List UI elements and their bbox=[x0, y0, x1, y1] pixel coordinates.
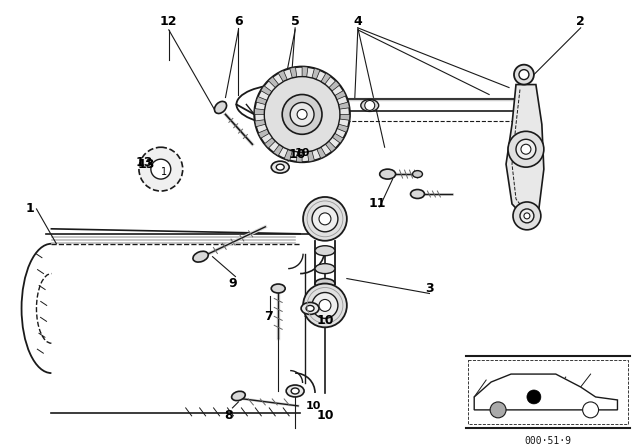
Circle shape bbox=[508, 131, 544, 167]
Circle shape bbox=[282, 95, 322, 134]
Polygon shape bbox=[474, 374, 618, 410]
Ellipse shape bbox=[291, 388, 299, 394]
Circle shape bbox=[303, 284, 347, 327]
Polygon shape bbox=[278, 70, 287, 82]
Circle shape bbox=[513, 202, 541, 230]
Circle shape bbox=[151, 159, 171, 179]
Ellipse shape bbox=[301, 302, 319, 314]
Circle shape bbox=[582, 402, 598, 418]
Polygon shape bbox=[256, 96, 267, 105]
Ellipse shape bbox=[361, 99, 379, 112]
Text: 6: 6 bbox=[234, 15, 243, 28]
Text: 8: 8 bbox=[224, 409, 233, 422]
Polygon shape bbox=[254, 108, 264, 114]
Circle shape bbox=[490, 402, 506, 418]
Polygon shape bbox=[317, 147, 326, 158]
Text: 11: 11 bbox=[369, 198, 387, 211]
Text: 10: 10 bbox=[294, 148, 310, 158]
Text: 13: 13 bbox=[135, 155, 152, 168]
Text: 10: 10 bbox=[316, 409, 333, 422]
Polygon shape bbox=[312, 68, 320, 79]
Ellipse shape bbox=[380, 169, 396, 179]
Circle shape bbox=[319, 213, 331, 225]
Circle shape bbox=[524, 213, 530, 219]
Ellipse shape bbox=[315, 279, 335, 289]
Polygon shape bbox=[258, 129, 269, 138]
Circle shape bbox=[365, 100, 374, 110]
Circle shape bbox=[520, 209, 534, 223]
Circle shape bbox=[297, 109, 307, 119]
Polygon shape bbox=[339, 102, 349, 109]
Bar bbox=[468, 360, 628, 424]
Polygon shape bbox=[290, 67, 297, 78]
Circle shape bbox=[139, 147, 182, 191]
Circle shape bbox=[319, 299, 331, 311]
Polygon shape bbox=[273, 145, 283, 156]
Circle shape bbox=[519, 69, 529, 80]
Polygon shape bbox=[325, 141, 336, 152]
Circle shape bbox=[303, 197, 347, 241]
Polygon shape bbox=[329, 81, 340, 91]
Text: 3: 3 bbox=[425, 282, 434, 295]
Polygon shape bbox=[302, 67, 308, 77]
Polygon shape bbox=[332, 134, 344, 143]
Circle shape bbox=[254, 67, 350, 162]
Circle shape bbox=[312, 206, 338, 232]
Polygon shape bbox=[284, 150, 292, 160]
Polygon shape bbox=[335, 90, 346, 99]
Polygon shape bbox=[264, 138, 275, 148]
Ellipse shape bbox=[315, 263, 335, 274]
Ellipse shape bbox=[413, 171, 422, 177]
Text: 10: 10 bbox=[316, 314, 333, 327]
Polygon shape bbox=[268, 77, 279, 88]
Text: 10: 10 bbox=[305, 401, 321, 411]
Text: 1: 1 bbox=[25, 202, 34, 215]
Text: 13: 13 bbox=[137, 158, 155, 171]
Ellipse shape bbox=[410, 190, 424, 198]
Circle shape bbox=[514, 65, 534, 85]
Circle shape bbox=[264, 77, 340, 152]
Circle shape bbox=[527, 390, 541, 404]
Polygon shape bbox=[340, 114, 350, 120]
Text: 2: 2 bbox=[576, 15, 585, 28]
Ellipse shape bbox=[232, 391, 245, 401]
Text: 000·51·9: 000·51·9 bbox=[524, 436, 572, 446]
Text: 9: 9 bbox=[228, 277, 237, 290]
Ellipse shape bbox=[271, 161, 289, 173]
Text: 1: 1 bbox=[161, 167, 167, 177]
Ellipse shape bbox=[276, 164, 284, 170]
Polygon shape bbox=[321, 73, 331, 84]
Text: 7: 7 bbox=[264, 310, 273, 323]
Polygon shape bbox=[307, 151, 314, 162]
Polygon shape bbox=[296, 152, 302, 162]
Circle shape bbox=[516, 139, 536, 159]
Circle shape bbox=[521, 144, 531, 154]
Polygon shape bbox=[260, 86, 272, 95]
Ellipse shape bbox=[315, 246, 335, 256]
Text: 5: 5 bbox=[291, 15, 300, 28]
Ellipse shape bbox=[193, 251, 208, 262]
Ellipse shape bbox=[306, 306, 314, 311]
Ellipse shape bbox=[286, 385, 304, 397]
Polygon shape bbox=[506, 85, 544, 219]
Ellipse shape bbox=[214, 101, 227, 113]
Circle shape bbox=[312, 293, 338, 319]
Polygon shape bbox=[255, 120, 266, 127]
Text: 4: 4 bbox=[353, 15, 362, 28]
Text: 10: 10 bbox=[289, 148, 306, 161]
Ellipse shape bbox=[271, 284, 285, 293]
Circle shape bbox=[290, 103, 314, 126]
Polygon shape bbox=[337, 124, 348, 132]
Text: 12: 12 bbox=[160, 15, 177, 28]
